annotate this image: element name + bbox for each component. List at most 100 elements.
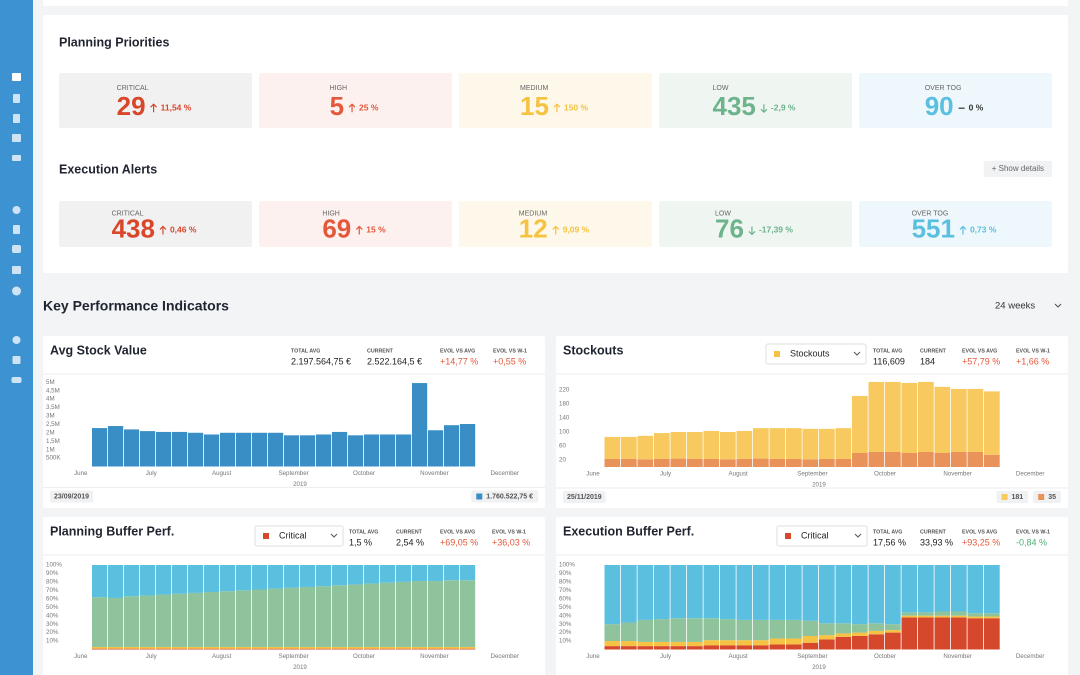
- x-tick-label: August: [729, 653, 749, 660]
- stat-label: TOTAL AVG: [873, 348, 902, 354]
- nav-icon[interactable]: [11, 377, 22, 383]
- bar-segment: [852, 635, 868, 650]
- series-selector[interactable]: [765, 343, 867, 365]
- bar-segment: [934, 615, 951, 618]
- trend-arrow: [150, 103, 158, 113]
- x-axis-label: 2019: [293, 481, 307, 488]
- bar-segment: [736, 458, 753, 467]
- stat-value: 2.197.564,75 €: [291, 356, 351, 366]
- bar-segment: [901, 612, 918, 616]
- stat-label: EVOL VS W-1: [493, 348, 527, 354]
- show-details-button[interactable]: + Show details: [992, 164, 1044, 173]
- selector-swatch: [774, 351, 780, 357]
- stat-label: EVOL VS W-1: [1016, 529, 1050, 535]
- x-tick-label: December: [491, 653, 520, 660]
- series-selector[interactable]: [776, 525, 868, 547]
- bar-segment: [703, 618, 720, 641]
- y-tick-label: 60%: [559, 595, 572, 602]
- bar-segment: [786, 565, 802, 620]
- bar-segment: [428, 581, 444, 647]
- selector-label[interactable]: Critical: [801, 530, 829, 540]
- nav-icon[interactable]: [12, 266, 21, 274]
- y-tick-label: 90%: [46, 570, 59, 577]
- stat-label: EVOL VS AVG: [440, 529, 475, 535]
- button-background[interactable]: [983, 161, 1052, 177]
- bar-segment: [444, 646, 460, 649]
- bar-segment: [188, 565, 204, 593]
- nav-icon[interactable]: [13, 225, 20, 234]
- bar-segment: [140, 595, 156, 647]
- selector-label[interactable]: Critical: [279, 530, 307, 540]
- bar-segment: [786, 638, 802, 645]
- nav-icon[interactable]: [12, 155, 21, 161]
- bar-segment: [252, 565, 268, 590]
- nav-icon[interactable]: [13, 114, 20, 123]
- bar-segment: [108, 648, 124, 650]
- nav-icon[interactable]: [12, 286, 21, 296]
- bar-segment: [786, 428, 802, 459]
- x-axis-label: 2019: [812, 482, 826, 489]
- y-tick-label: 80%: [559, 579, 572, 586]
- x-tick-label: October: [874, 471, 896, 478]
- bar-segment: [284, 565, 300, 588]
- kpi-label: MEDIUM: [519, 211, 548, 218]
- bar-segment: [92, 648, 108, 650]
- nav-icon[interactable]: [12, 134, 21, 142]
- x-tick-label: September: [797, 471, 827, 478]
- bar-segment: [901, 617, 918, 650]
- y-tick-label: 180: [559, 401, 570, 408]
- bar-segment: [753, 458, 769, 467]
- x-tick-label: October: [874, 653, 896, 660]
- series-selector[interactable]: [254, 525, 344, 547]
- stat-value: +0,55 %: [493, 356, 526, 366]
- bar-segment: [300, 648, 316, 650]
- y-tick-label: 60%: [46, 595, 59, 602]
- bar-segment: [380, 434, 396, 467]
- stat-value: +14,77 %: [440, 356, 478, 366]
- nav-icon[interactable]: [12, 206, 21, 214]
- nav-icon[interactable]: [12, 245, 21, 253]
- legend-swatch: [476, 493, 483, 500]
- stat-value: 2,54 %: [396, 537, 424, 547]
- bar-segment: [720, 645, 736, 650]
- chevron: [330, 533, 338, 538]
- trend-arrow: [552, 225, 560, 235]
- bar-segment: [637, 435, 654, 460]
- y-tick-label: 100: [559, 429, 570, 436]
- stat-label: CURRENT: [367, 348, 394, 354]
- bar-segment: [819, 428, 835, 459]
- bar-segment: [637, 459, 654, 467]
- bar-segment: [604, 458, 621, 467]
- nav-icon[interactable]: [12, 356, 21, 364]
- period-selector[interactable]: 24 weeks: [995, 301, 1035, 312]
- bar-segment: [108, 565, 124, 598]
- nav-icon[interactable]: [12, 336, 21, 344]
- nav-icon[interactable]: [13, 94, 20, 103]
- bar-segment: [124, 648, 140, 650]
- bar-segment: [396, 648, 412, 650]
- bar-segment: [412, 646, 428, 649]
- selector-label[interactable]: Stockouts: [790, 348, 830, 358]
- bar-segment: [984, 616, 1000, 619]
- y-tick-label: 40%: [46, 612, 59, 619]
- bar-segment: [460, 565, 476, 581]
- stat-value: +36,03 %: [492, 537, 530, 547]
- bar-segment: [687, 458, 703, 467]
- bar-segment: [380, 646, 396, 649]
- bar-segment: [901, 615, 918, 618]
- bar-segment: [703, 565, 720, 619]
- bar-segment: [92, 597, 108, 647]
- bar-segment: [316, 586, 332, 647]
- kpi-value: 15: [520, 91, 549, 121]
- bar-segment: [654, 646, 670, 650]
- home-icon[interactable]: [12, 73, 21, 81]
- chart-title: Planning Buffer Perf.: [50, 524, 174, 538]
- bar-segment: [204, 648, 220, 650]
- bar-segment: [670, 646, 687, 650]
- bar-segment: [220, 432, 236, 467]
- bar-segment: [753, 645, 769, 650]
- bar-segment: [868, 381, 885, 452]
- bar-segment: [918, 565, 934, 613]
- selector-swatch: [263, 533, 269, 539]
- y-tick-label: 5M: [46, 379, 55, 386]
